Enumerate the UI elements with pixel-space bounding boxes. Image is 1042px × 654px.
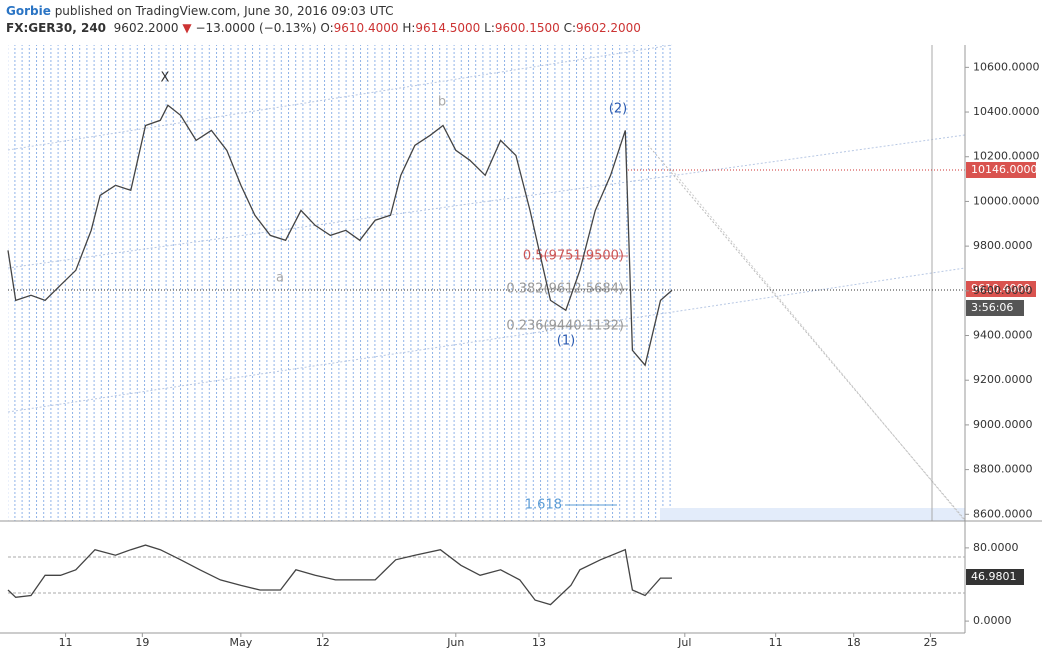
y-tick-label: 80.0000 [973, 541, 1019, 554]
wave-label: (2) [609, 102, 627, 117]
channel-line [7, 267, 966, 413]
x-tick-label: 18 [847, 636, 861, 649]
y-tick-label: 8600.0000 [973, 507, 1033, 520]
open: 9610.4000 [333, 21, 399, 35]
trend-line [671, 169, 966, 522]
y-tick-label: 10600.0000 [973, 60, 1039, 73]
low: 9600.1500 [494, 21, 560, 35]
y-tick-label: 9200.0000 [973, 373, 1033, 386]
y-tick-label: 8800.0000 [973, 463, 1033, 476]
publish-line: Gorbie published on TradingView.com, Jun… [6, 3, 641, 20]
wave-label: (1) [557, 334, 575, 349]
rsi-badge-text: 46.9801 [971, 570, 1017, 583]
trend-line [647, 144, 966, 521]
wave-label: b [438, 95, 446, 110]
price-line-series [7, 544, 672, 606]
channel-line [7, 44, 673, 151]
y-tick-label: 9400.0000 [973, 329, 1033, 342]
x-tick-label: 19 [135, 636, 149, 649]
x-tick-label: 12 [316, 636, 330, 649]
y-tick-label: 10400.0000 [973, 105, 1039, 118]
fib-label: 1.618 [525, 498, 562, 513]
symbol: FX:GER30, 240 [6, 21, 107, 35]
timer-text: 3:56:06 [971, 301, 1013, 314]
x-tick-label: Jun [446, 636, 464, 649]
y-tick-label: 9000.0000 [973, 418, 1033, 431]
timer-badge [966, 300, 1024, 316]
change: −13.0000 (−0.13%) [195, 21, 317, 35]
target-zone [660, 508, 965, 521]
rsi-badge [966, 569, 1024, 585]
price-badge [966, 162, 1036, 178]
user[interactable]: Gorbie [6, 4, 51, 18]
price-badge [966, 281, 1036, 297]
wave-label: X [161, 71, 170, 86]
y-tick-label: 10000.0000 [973, 194, 1039, 207]
last: 9602.2000 [113, 21, 179, 35]
y-tick-label: 9800.0000 [973, 239, 1033, 252]
x-tick-label: 11 [59, 636, 73, 649]
y-tick-label: 0.0000 [973, 614, 1012, 627]
published: published on TradingView.com, June 30, 2… [54, 4, 394, 18]
x-tick-label: 25 [923, 636, 937, 649]
c-label: C: [563, 21, 577, 35]
o-label: O: [320, 21, 334, 35]
y-tick-label: 9600.0000 [973, 284, 1033, 297]
y-tick-label: 10200.0000 [973, 150, 1039, 163]
high: 9614.5000 [415, 21, 481, 35]
fib-label: 0.236(9440.1132) [506, 319, 624, 334]
price-badge-text: 9610.4000 [971, 282, 1031, 295]
close: 9602.2000 [576, 21, 641, 35]
wave-label: a [276, 271, 284, 286]
price-line-series [7, 104, 673, 367]
fib-label: 0.382(9612.5684) [506, 282, 624, 297]
channel-line [7, 134, 966, 269]
h-label: H: [402, 21, 416, 35]
x-tick-label: 13 [532, 636, 546, 649]
x-tick-label: 11 [769, 636, 783, 649]
quote-line: FX:GER30, 240 9602.2000 ▼ −13.0000 (−0.1… [6, 20, 641, 37]
l-label: L: [484, 21, 495, 35]
x-tick-label: Jul [677, 636, 691, 649]
session-lines [8, 45, 672, 521]
fib-label: 0.5(9751.9500) [523, 249, 624, 264]
header: Gorbie published on TradingView.com, Jun… [6, 3, 641, 37]
price-badge-text: 10146.0000 [971, 163, 1037, 176]
x-tick-label: May [229, 636, 252, 649]
down-arrow: ▼ [182, 21, 192, 35]
